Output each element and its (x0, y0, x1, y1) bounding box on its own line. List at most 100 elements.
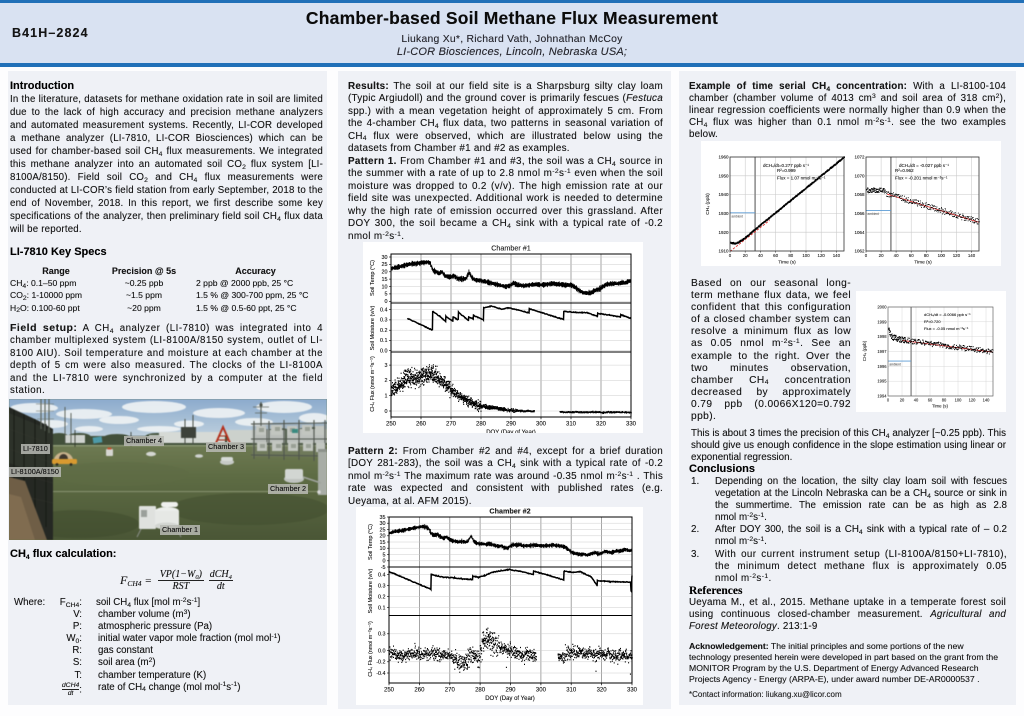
svg-text:35: 35 (380, 515, 386, 521)
svg-text:310: 310 (566, 422, 577, 428)
svg-text:10: 10 (380, 546, 386, 552)
svg-text:0: 0 (865, 253, 868, 258)
svg-text:1920: 1920 (718, 230, 729, 235)
svg-text:30: 30 (382, 255, 388, 261)
svg-text:1070: 1070 (854, 173, 865, 178)
svg-text:20: 20 (743, 253, 748, 258)
svg-text:0.4: 0.4 (378, 572, 386, 578)
svg-text:CH₄ (ppb): CH₄ (ppb) (705, 193, 711, 215)
svg-text:1950: 1950 (718, 173, 729, 178)
svg-text:100: 100 (802, 253, 810, 258)
svg-text:1072: 1072 (854, 155, 865, 160)
svg-text:Time (s): Time (s) (914, 260, 932, 266)
svg-text:dCH₄/dt=0.277 ppb s⁻¹: dCH₄/dt=0.277 ppb s⁻¹ (763, 163, 809, 168)
svg-text:260: 260 (416, 422, 427, 428)
svg-text:280: 280 (475, 688, 486, 694)
svg-text:20: 20 (900, 398, 905, 403)
svg-text:0.0: 0.0 (378, 648, 386, 654)
svg-text:60: 60 (909, 253, 914, 258)
svg-text:300: 300 (536, 422, 547, 428)
svg-text:80: 80 (924, 253, 929, 258)
svg-text:60: 60 (928, 398, 933, 403)
svg-text:CH₄ Flux (nmol m⁻²s⁻¹): CH₄ Flux (nmol m⁻²s⁻¹) (368, 621, 374, 677)
svg-text:0.4: 0.4 (380, 308, 388, 314)
svg-text:0.1: 0.1 (378, 605, 386, 611)
svg-text:-5: -5 (381, 565, 386, 571)
svg-text:1068: 1068 (854, 192, 865, 197)
svg-text:ambient: ambient (889, 363, 900, 367)
svg-text:Time (s): Time (s) (932, 404, 948, 409)
svg-text:DOY (Day of Year): DOY (Day of Year) (485, 696, 535, 702)
svg-text:20: 20 (382, 270, 388, 276)
svg-text:1930: 1930 (718, 211, 729, 216)
svg-text:Flux = -0.05 nmol m⁻²s⁻¹: Flux = -0.05 nmol m⁻²s⁻¹ (924, 326, 969, 331)
svg-text:120: 120 (969, 398, 977, 403)
svg-text:ambient: ambient (732, 214, 743, 218)
svg-text:2: 2 (385, 378, 388, 384)
svg-text:3: 3 (385, 363, 388, 369)
svg-text:250: 250 (384, 688, 395, 694)
svg-text:270: 270 (445, 688, 456, 694)
svg-text:60: 60 (773, 253, 778, 258)
svg-text:0: 0 (385, 299, 388, 305)
svg-text:1995: 1995 (877, 379, 887, 384)
svg-text:300: 300 (536, 688, 547, 694)
svg-text:5: 5 (385, 292, 388, 298)
svg-text:1960: 1960 (718, 155, 729, 160)
svg-text:0.3: 0.3 (378, 583, 386, 589)
svg-text:40: 40 (894, 253, 899, 258)
svg-text:270: 270 (446, 422, 457, 428)
svg-text:250: 250 (386, 422, 397, 428)
svg-text:80: 80 (942, 398, 947, 403)
svg-text:2000: 2000 (877, 305, 887, 310)
svg-text:5: 5 (383, 552, 386, 558)
svg-text:25: 25 (382, 262, 388, 268)
svg-text:Soil Moisture (v/v): Soil Moisture (v/v) (368, 568, 374, 613)
svg-text:1064: 1064 (854, 230, 865, 235)
svg-text:260: 260 (414, 688, 425, 694)
svg-text:290: 290 (506, 422, 517, 428)
svg-text:Soil Moisture (v/v): Soil Moisture (v/v) (370, 305, 376, 350)
svg-text:-0.2: -0.2 (376, 660, 385, 666)
svg-text:120: 120 (818, 253, 826, 258)
svg-text:Time (s): Time (s) (778, 260, 796, 266)
svg-text:280: 280 (476, 422, 487, 428)
svg-text:0: 0 (729, 253, 732, 258)
svg-text:330: 330 (626, 422, 637, 428)
svg-text:1999: 1999 (877, 319, 887, 324)
svg-text:140: 140 (968, 253, 976, 258)
svg-text:Flux = 1.07 nmol m⁻²s⁻¹: Flux = 1.07 nmol m⁻²s⁻¹ (777, 175, 826, 180)
svg-text:30: 30 (380, 521, 386, 527)
svg-text:140: 140 (833, 253, 841, 258)
svg-text:80: 80 (788, 253, 793, 258)
svg-text:Flux = -0.201 nmol m⁻²s⁻¹: Flux = -0.201 nmol m⁻²s⁻¹ (895, 175, 948, 180)
svg-text:CH₄ Flux (nmol m⁻²s⁻¹): CH₄ Flux (nmol m⁻²s⁻¹) (370, 356, 376, 412)
svg-text:0: 0 (385, 409, 388, 415)
svg-text:1940: 1940 (718, 192, 729, 197)
svg-text:10: 10 (382, 284, 388, 290)
svg-text:40: 40 (914, 398, 919, 403)
svg-text:DOY (Day of Year): DOY (Day of Year) (486, 430, 536, 433)
svg-text:1066: 1066 (854, 211, 865, 216)
svg-text:Chamber #1: Chamber #1 (491, 244, 531, 253)
svg-text:140: 140 (983, 398, 991, 403)
svg-text:1062: 1062 (854, 249, 865, 254)
svg-text:330: 330 (627, 688, 638, 694)
svg-text:dCH₄/dt = -0.0066 ppb s⁻¹: dCH₄/dt = -0.0066 ppb s⁻¹ (924, 312, 971, 317)
svg-text:320: 320 (596, 422, 607, 428)
svg-text:R²=0.720: R²=0.720 (924, 319, 941, 324)
svg-text:1996: 1996 (877, 364, 887, 369)
svg-text:1998: 1998 (877, 334, 887, 339)
svg-text:Soil Temp (°C): Soil Temp (°C) (368, 524, 374, 560)
svg-text:dCH₄/dt = -0.027 ppb s⁻¹: dCH₄/dt = -0.027 ppb s⁻¹ (899, 163, 949, 168)
svg-text:1910: 1910 (718, 249, 729, 254)
svg-text:100: 100 (938, 253, 946, 258)
svg-text:0.2: 0.2 (380, 328, 388, 334)
svg-text:0.1: 0.1 (380, 338, 388, 344)
svg-text:-0.4: -0.4 (376, 671, 385, 677)
svg-text:15: 15 (380, 540, 386, 546)
svg-text:290: 290 (505, 688, 516, 694)
svg-text:320: 320 (597, 688, 608, 694)
svg-text:15: 15 (382, 277, 388, 283)
svg-text:Soil Temp (°C): Soil Temp (°C) (370, 260, 376, 296)
